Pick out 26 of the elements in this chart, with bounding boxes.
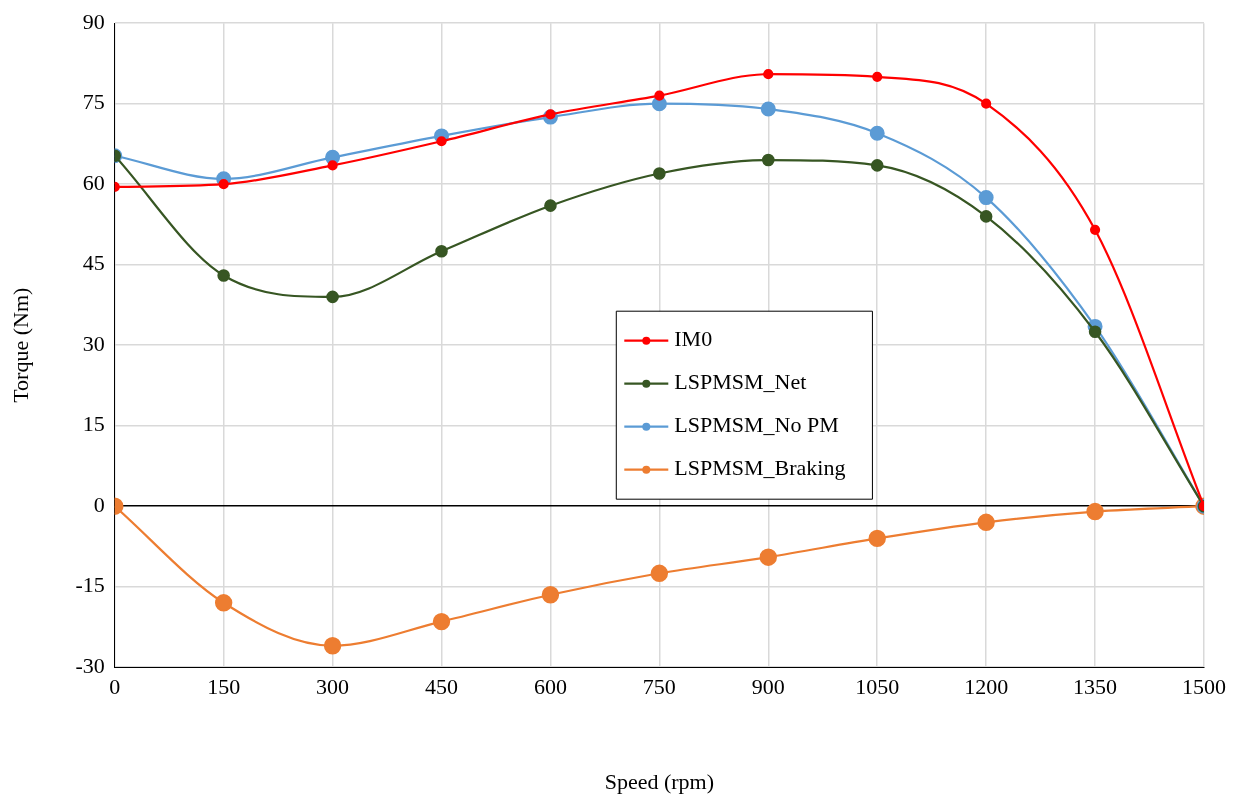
- x-tick-label: 750: [642, 674, 676, 700]
- legend-label: LSPMSM_Braking: [674, 455, 846, 481]
- y-tick-label: 90: [82, 8, 105, 34]
- x-tick-label: 150: [207, 674, 241, 700]
- x-tick-label: 1500: [1182, 674, 1226, 700]
- y-tick-label: 30: [82, 330, 105, 356]
- x-tick-label: 600: [533, 674, 567, 700]
- y-tick-label: 15: [82, 411, 105, 437]
- y-tick-label: -15: [75, 572, 105, 598]
- y-tick-label: -30: [75, 652, 105, 678]
- y-axis-title: Torque (Nm): [7, 287, 33, 403]
- legend-label: IM0: [674, 326, 713, 352]
- y-tick-label: 45: [82, 250, 105, 276]
- x-tick-label: 1200: [964, 674, 1009, 700]
- x-tick-label: 450: [425, 674, 459, 700]
- y-tick-label: 0: [93, 491, 105, 517]
- x-tick-label: 1050: [855, 674, 900, 700]
- x-tick-label: 900: [751, 674, 785, 700]
- x-axis-title: Speed (rpm): [604, 768, 715, 794]
- x-tick-label: 300: [316, 674, 350, 700]
- legend-label: LSPMSM_No PM: [674, 412, 839, 438]
- x-tick-label: 1350: [1073, 674, 1118, 700]
- x-tick-label: 0: [109, 674, 121, 700]
- y-tick-label: 60: [82, 169, 105, 195]
- y-tick-label: 75: [82, 89, 105, 115]
- legend-label: LSPMSM_Net: [674, 369, 807, 395]
